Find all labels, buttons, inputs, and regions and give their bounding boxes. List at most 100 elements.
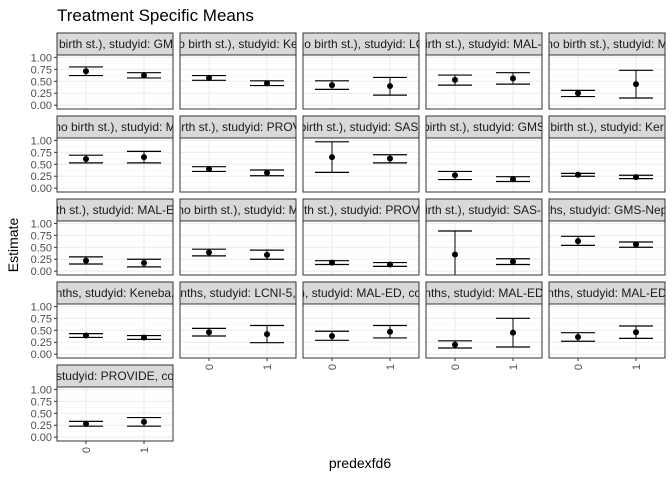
facet-panel: birth st.), studyid: SAS- (302, 115, 420, 193)
panel-border (548, 303, 666, 359)
panel-grid (180, 55, 296, 109)
panel-background (57, 304, 173, 358)
panel-marks (192, 74, 284, 87)
panel-grid (57, 138, 173, 192)
panel-border (56, 54, 174, 110)
estimate-point (329, 259, 335, 266)
panel-grid (426, 221, 542, 275)
facet-panel: nths, studyid: LCNI-5, 0 1 (179, 281, 297, 370)
estimate-point (575, 333, 581, 340)
facet-panel: nths, studyid: Keneba, 0.000.250.500.751.… (31, 281, 175, 361)
estimate-point (452, 341, 458, 348)
estimate-point (264, 251, 270, 258)
panel-border (302, 137, 420, 193)
panel-grid (180, 138, 296, 192)
panel-background (549, 304, 665, 358)
estimate-point (206, 329, 212, 336)
estimate-point (83, 420, 89, 427)
facet-strip-label: birth st.), studyid: MAL-E (418, 37, 549, 51)
facet-strip-label: no birth st.), studyid: LC (298, 37, 425, 51)
facet-panel: o birth st.), studyid: Ke (178, 32, 298, 110)
panel-marks (192, 248, 284, 260)
facet-panel: h birth st.), studyid: GMS 0.000.250.500.… (31, 32, 181, 112)
y-tick-label: 1.00 (31, 301, 52, 313)
panel-marks (438, 317, 530, 349)
panel-marks (561, 325, 653, 342)
facet-panel: birth st.), studyid: GMS (423, 115, 545, 193)
estimate-point (575, 171, 581, 178)
estimate-point (329, 333, 335, 340)
estimate-point (206, 74, 212, 81)
y-tick-label: 0.00 (31, 100, 52, 112)
y-tick-label: 0.75 (31, 230, 52, 242)
panel-marks (438, 230, 530, 275)
facet-panels: h birth st.), studyid: GMS0.000.250.500.… (31, 32, 668, 453)
estimate-point (83, 332, 89, 339)
estimate-point (83, 68, 89, 75)
facet-strip-label: nths, studyid: MAL-ED (547, 286, 667, 300)
panel-background (549, 55, 665, 109)
panel-grid (303, 221, 419, 275)
panel-border (179, 303, 297, 359)
y-tick-label: 0.00 (31, 349, 52, 361)
panel-grid (303, 138, 419, 192)
facet-strip-label: ths, studyid: GMS-Nep (547, 203, 668, 217)
x-tick-label: 0 (573, 364, 585, 370)
y-tick-label: 0.25 (31, 254, 52, 266)
panel-border (302, 220, 420, 276)
y-tick-label: 0.25 (31, 171, 52, 183)
facet-panel: nths, studyid: MAL-ED 0 1 (547, 281, 667, 370)
estimate-point (387, 83, 393, 90)
panel-background (303, 138, 419, 192)
estimate-point (633, 81, 639, 88)
estimate-point (452, 172, 458, 179)
facet-panel: studyid: PROVIDE, co 0.000.250.500.751.00… (31, 364, 174, 453)
facet-strip-label: birth st.), studyid: GMS (423, 120, 545, 134)
facet-strip-label: no birth st.), studyid: M (177, 203, 298, 217)
panel-marks (561, 235, 653, 248)
panel-grid (549, 55, 665, 109)
facet-strip-label: nths, studyid: Keneba, (56, 286, 175, 300)
facet-strip-label: th st.), studyid: MAL-E (56, 203, 174, 217)
panel-border (425, 303, 543, 359)
facet-strip-label: birth st.), studyid: PROVI (172, 120, 304, 134)
facet-strip-label: o birth st.), studyid: Ke (178, 37, 298, 51)
panel-marks (69, 66, 161, 79)
facet-strip-label: birth st.), studyid: Ker (550, 120, 663, 134)
estimate-point (141, 154, 147, 161)
panel-background (57, 55, 173, 109)
estimate-point (141, 260, 147, 267)
panel-border (56, 386, 174, 442)
panel-border (548, 220, 666, 276)
x-tick-label: 1 (631, 364, 643, 370)
panel-marks (438, 170, 530, 183)
y-tick-label: 0.75 (31, 147, 52, 159)
facet-panel: no birth st.), studyid: M (177, 198, 298, 276)
panel-grid (180, 304, 296, 358)
y-tick-label: 0.25 (31, 420, 52, 432)
panel-marks (315, 76, 407, 96)
panel-marks (69, 332, 161, 341)
panel-marks (69, 416, 161, 427)
panel-background (426, 55, 542, 109)
estimate-point (575, 238, 581, 245)
estimate-point (83, 156, 89, 163)
facet-panel: nths, studyid: MAL-ED 0 1 (425, 281, 543, 370)
y-tick-label: 0.50 (31, 242, 52, 254)
facet-strip-label: no birth st.), studyid: M (54, 120, 175, 134)
panel-marks (192, 166, 284, 177)
estimate-point (510, 176, 516, 183)
panel-marks (438, 72, 530, 86)
panel-grid (549, 304, 665, 358)
estimate-point (329, 154, 335, 161)
facet-strip-label: h birth st.), studyid: GMS (49, 37, 181, 51)
panel-border (302, 303, 420, 359)
panel-marks (561, 171, 653, 181)
facet-strip-label: birth st.), studyid: PROVID (291, 203, 432, 217)
panel-marks (315, 259, 407, 268)
y-tick-label: 0.75 (31, 64, 52, 76)
y-tick-label: 1.00 (31, 218, 52, 230)
y-tick-label: 0.25 (31, 337, 52, 349)
facet-panel: birth st.), studyid: Ker (548, 115, 666, 193)
panel-background (426, 138, 542, 192)
